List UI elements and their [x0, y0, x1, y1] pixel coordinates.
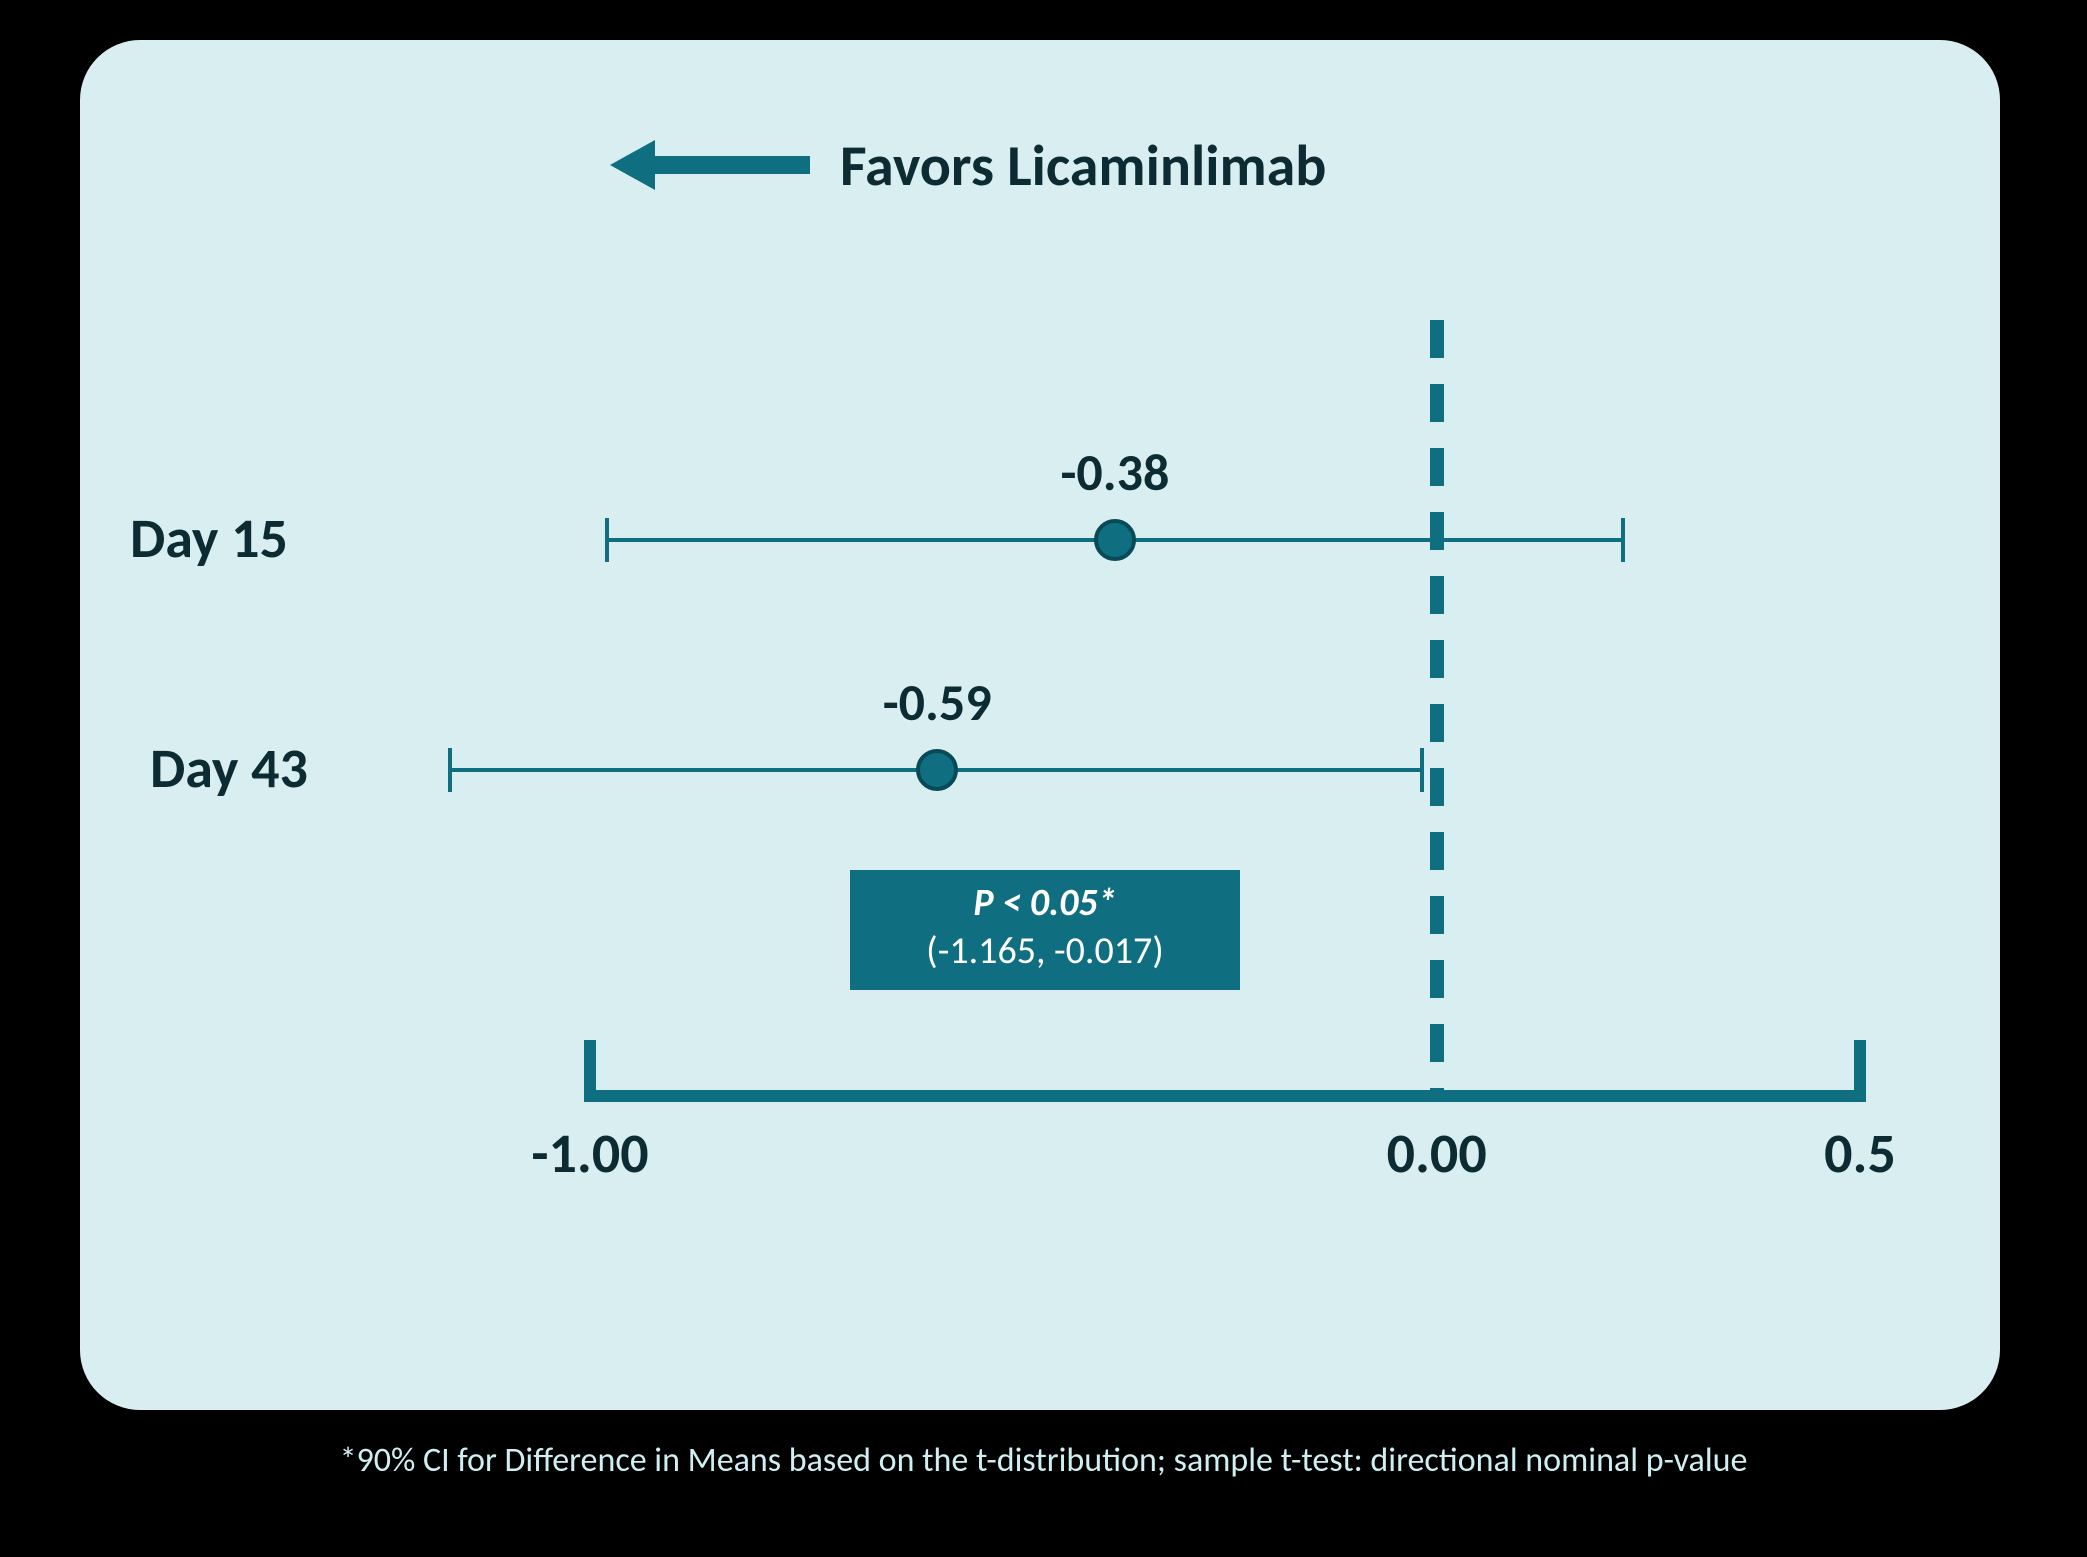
axis-tick-label: 0.00: [1337, 1120, 1537, 1188]
ci-cap: [1420, 748, 1424, 792]
row-label: Day 43: [150, 735, 308, 803]
axis-tick-label: -1.00: [490, 1120, 690, 1188]
favors-arrow: [610, 140, 810, 190]
axis-endcap: [1854, 1040, 1866, 1102]
estimate-label: -0.38: [1025, 440, 1205, 504]
axis-endcap: [584, 1040, 596, 1102]
axis-baseline: [590, 1090, 1860, 1102]
ci-cap: [1621, 518, 1625, 562]
estimate-point: [1094, 519, 1136, 561]
favors-label: Favors Licaminlimab: [840, 130, 1326, 201]
estimate-point: [916, 749, 958, 791]
chart-panel: [80, 40, 2000, 1410]
significance-box: P < 0.05* (-1.165, -0.017): [850, 870, 1240, 990]
footnote: *90% CI for Difference in Means based on…: [0, 1440, 2087, 1481]
axis-tick-label: 0.5: [1760, 1120, 1960, 1188]
ci-text: (-1.165, -0.017): [850, 928, 1240, 976]
estimate-label: -0.59: [847, 670, 1027, 734]
row-label: Day 15: [130, 505, 288, 573]
ci-cap: [605, 518, 609, 562]
ci-cap: [448, 748, 452, 792]
p-value-text: P < 0.05*: [850, 880, 1240, 928]
